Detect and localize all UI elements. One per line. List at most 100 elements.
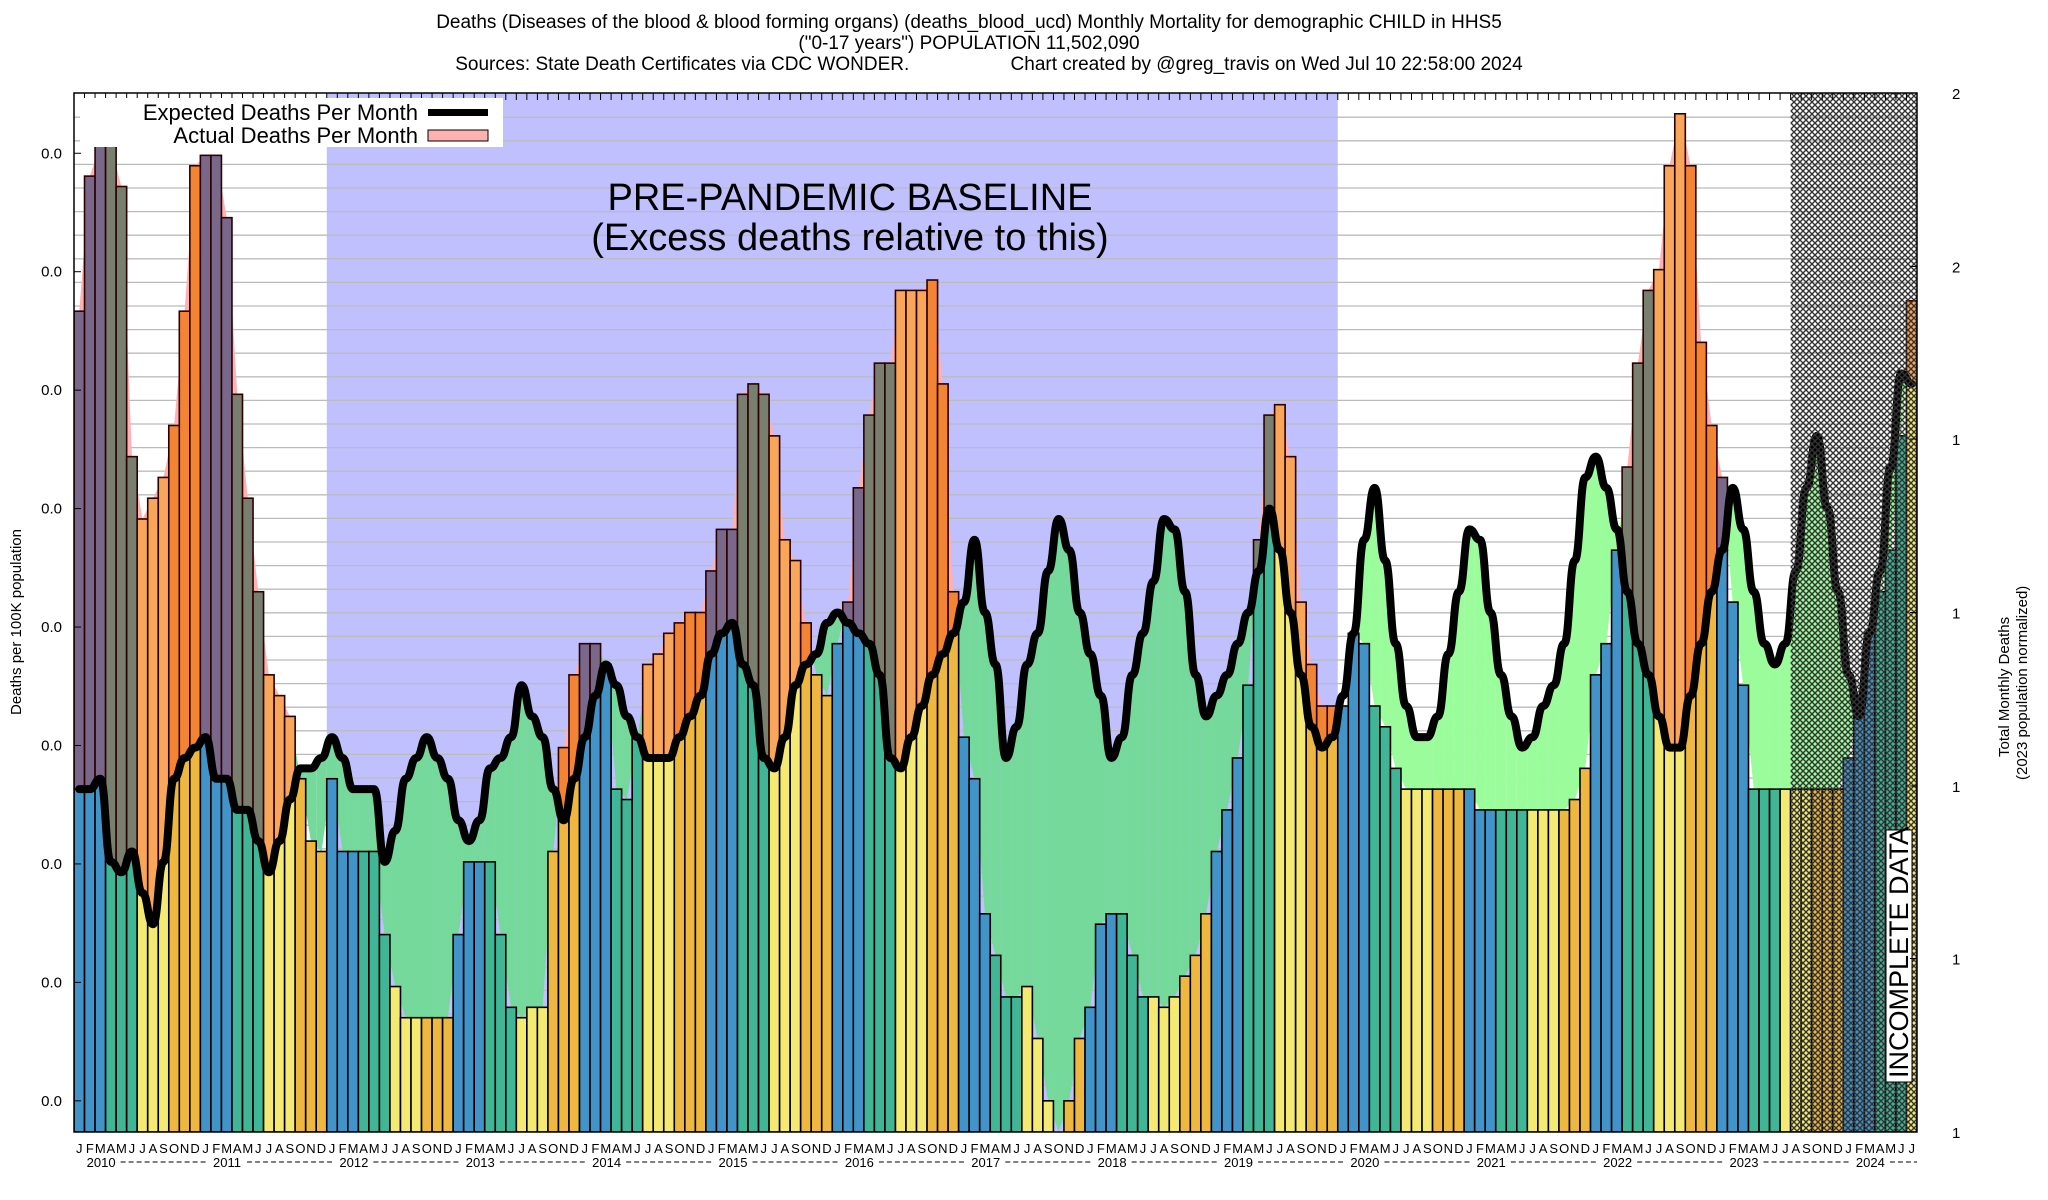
month-tick-label: J [392,1141,399,1156]
bar-expected-part [641,757,655,1132]
credit-text: Chart created by @greg_travis on Wed Jul… [1010,54,1523,75]
right-tick-label: 1 [1952,951,1960,968]
month-tick-label: O [801,1141,811,1156]
month-tick-label: J [897,1141,904,1156]
right-tick-label: 2 [1952,86,1960,103]
bar-expected-part [1115,913,1128,1132]
bar-excess-part [199,154,212,738]
deficit-fill [411,747,422,1018]
deficit-fill [1464,529,1475,800]
bar-excess-part [863,414,876,645]
bar-expected-part [1294,674,1307,1132]
month-tick-label: J [202,1141,209,1156]
month-tick-label: N [1696,1141,1705,1156]
bar-month [504,1006,518,1132]
bar-expected-part [526,1006,539,1132]
month-tick-label: M [748,1141,759,1156]
month-tick-label: D [822,1141,831,1156]
month-tick-label: O [422,1141,432,1156]
bar-month [1726,601,1739,1132]
year-tick-label: 2020 [1350,1155,1379,1170]
month-tick-label: M [221,1141,232,1156]
bar-expected-part [252,840,265,1132]
left-tick-label: 0.0 [41,145,62,162]
month-tick-label: A [1539,1141,1548,1156]
month-tick-label: A [738,1141,747,1156]
bar-month [1463,788,1476,1132]
sources-text: Sources: State Death Certificates via CD… [455,54,910,75]
bar-month [1558,809,1571,1132]
bar-month [1084,1006,1097,1132]
bar-month [536,1006,549,1132]
chart-title-line2: ("0-17 years") POPULATION 11,502,090 [798,33,1140,54]
bar-expected-part [799,663,813,1132]
bar-expected-part [462,861,475,1132]
bar-month [115,185,128,1132]
bar-expected-part [757,757,770,1132]
bar-expected-part [1010,996,1023,1132]
bar-expected-part [652,757,665,1132]
bar-expected-part [620,798,633,1132]
bar-month [336,850,349,1132]
legend-expected-swatch [428,109,488,116]
bar-expected-part [1410,788,1423,1132]
deficit-fill [1179,560,1191,987]
month-tick-label: J [1403,1141,1410,1156]
deficit-fill [1169,524,1180,1003]
bar-month [410,1016,423,1132]
month-tick-label: F [1476,1141,1484,1156]
bar-expected-part [968,777,981,1132]
bar-expected-part [989,954,1002,1132]
bar-excess-part [115,185,128,874]
bar-expected-part [399,1016,412,1132]
bar-excess-part [1642,289,1655,676]
bar-month [452,933,465,1132]
month-tick-label: F [718,1141,726,1156]
bar-excess-part [252,590,265,842]
bar-month [1705,424,1718,1132]
bar-excess-part [652,653,665,759]
bar-month [1695,341,1708,1132]
month-tick-label: J [771,1141,778,1156]
month-tick-label: O [1180,1141,1190,1156]
bar-excess-part [1652,268,1666,718]
bar-expected-part [368,850,381,1132]
deficit-fill [1137,607,1149,997]
month-tick-label: M [1359,1141,1370,1156]
bar-excess-part [104,144,117,863]
bar-expected-part [1673,746,1687,1132]
bar-expected-part [589,694,602,1132]
month-tick-label: M [621,1141,632,1156]
month-tick-label: M [1253,1141,1264,1156]
bar-expected-part [936,653,949,1132]
month-tick-label: A [1665,1141,1674,1156]
bar-expected-part [273,840,286,1132]
deficit-fill [495,747,506,971]
month-tick-label: A [1370,1141,1379,1156]
bar-month [547,850,560,1132]
year-tick-label: 2010 [87,1155,116,1170]
bar-expected-part [957,736,970,1132]
bar-month [936,383,949,1132]
bar-expected-part [1231,757,1244,1132]
bar-expected-part [1094,923,1107,1132]
bar-expected-part [705,653,718,1132]
month-tick-label: D [1581,1141,1590,1156]
bar-month [1747,788,1760,1132]
month-tick-label: J [266,1141,273,1156]
month-tick-label: N [306,1141,315,1156]
bar-month [1684,164,1697,1132]
bar-month [1473,809,1487,1132]
deficit-fill [1221,659,1233,831]
expected-deaths-line [75,369,1916,929]
bar-month [231,393,244,1132]
bar-month [1600,642,1613,1132]
bar-excess-part [894,289,907,770]
month-tick-label: J [1656,1141,1663,1156]
bar-month [1200,913,1213,1132]
month-tick-label: D [1201,1141,1210,1156]
month-tick-label: J [634,1141,641,1156]
month-tick-label: A [991,1141,1000,1156]
month-tick-label: D [317,1141,326,1156]
bar-excess-part [262,674,275,874]
